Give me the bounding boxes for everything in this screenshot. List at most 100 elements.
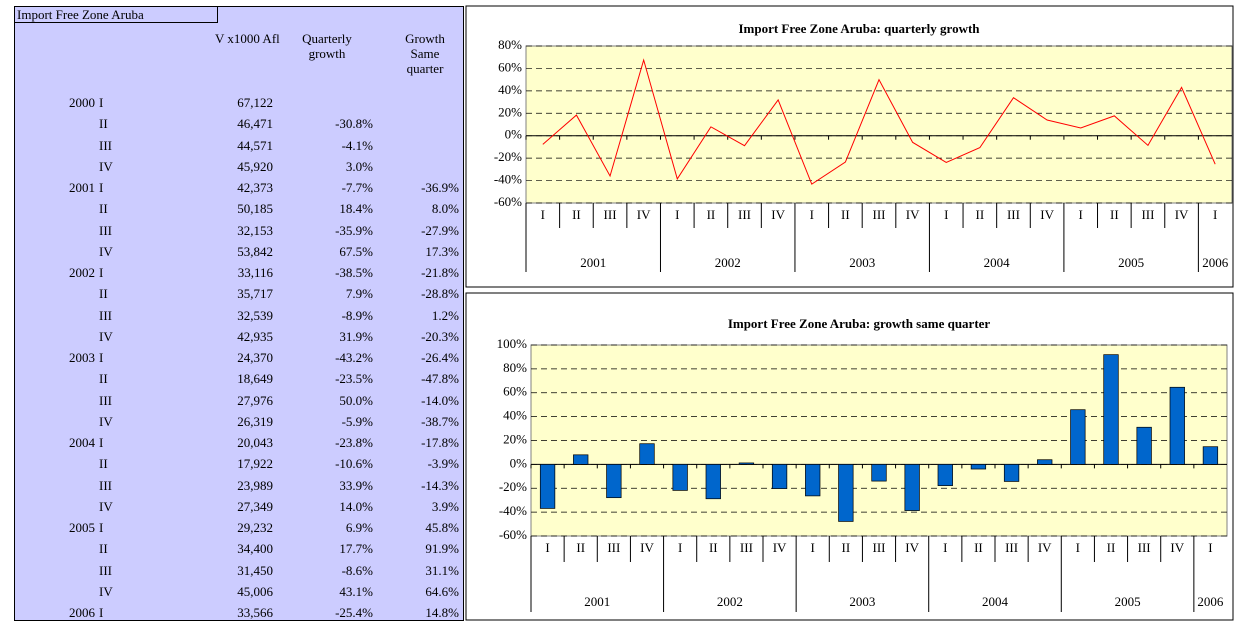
- table-cell: 45,920: [237, 158, 273, 174]
- x-tick-label: IV: [1040, 207, 1054, 222]
- y-tick-label: 60%: [498, 59, 522, 74]
- column-header: V x1000 Afl: [215, 31, 280, 46]
- table-cell: 2002: [69, 265, 95, 280]
- table-cell: -10.6%: [335, 456, 373, 472]
- table-cell: 33.9%: [339, 477, 373, 493]
- table-cell: IV: [99, 498, 113, 514]
- bar: [738, 462, 755, 465]
- y-tick-label: 20%: [503, 431, 527, 446]
- x-tick-label: II: [842, 540, 851, 555]
- x-tick-label: III: [738, 207, 751, 222]
- x-tick-label: I: [943, 540, 947, 555]
- table-cell: 3.9%: [431, 498, 459, 514]
- year-label: 2004: [982, 594, 1009, 609]
- bar: [539, 464, 556, 509]
- table-cell: -14.3%: [421, 477, 459, 493]
- x-tick-label: II: [1110, 207, 1119, 222]
- table-cell: 29,232: [237, 520, 273, 535]
- table-title: Import Free Zone Aruba: [15, 7, 218, 23]
- table-cell: 23,989: [237, 477, 273, 493]
- x-tick-label: III: [607, 540, 620, 555]
- table-cell: -23.8%: [335, 435, 373, 450]
- x-tick-label: IV: [773, 540, 787, 555]
- table-cell: I: [99, 350, 104, 365]
- table-cell: 32,539: [237, 307, 273, 323]
- column-header: Quarterly growth: [302, 31, 352, 61]
- x-tick-label: IV: [771, 207, 785, 222]
- bar: [1169, 386, 1185, 465]
- table-cell: 17.3%: [425, 243, 459, 259]
- bar: [1070, 409, 1086, 465]
- table-cell: 1.2%: [431, 307, 459, 323]
- table-cell: 18.4%: [339, 201, 373, 217]
- data-table: Import Free Zone Aruba V x1000 Afl Quart…: [14, 6, 464, 621]
- table-cell: -5.9%: [341, 413, 373, 429]
- y-tick-label: -60%: [499, 527, 527, 542]
- y-tick-label: 20%: [498, 104, 522, 119]
- y-tick-label: -20%: [494, 149, 522, 164]
- table-cell: 45.8%: [425, 520, 459, 535]
- table-cell: II: [99, 201, 108, 217]
- table-cell: II: [99, 541, 108, 557]
- y-tick-label: 80%: [498, 37, 522, 52]
- table-cell: I: [99, 95, 104, 110]
- table-cell: 24,370: [237, 350, 273, 365]
- bar: [1136, 426, 1152, 465]
- bar: [1037, 459, 1053, 465]
- x-tick-label: III: [1141, 207, 1154, 222]
- x-tick-label: IV: [1170, 540, 1184, 555]
- year-label: 2005: [1115, 594, 1141, 609]
- table-cell: II: [99, 116, 108, 132]
- table-cell: I: [99, 520, 104, 535]
- y-tick-label: 100%: [497, 336, 528, 351]
- table-cell: 27,976: [237, 392, 273, 408]
- table-cell: 67.5%: [339, 243, 373, 259]
- table-cell: 31.1%: [425, 562, 459, 578]
- table-cell: 7.9%: [345, 286, 373, 302]
- table-cell: 31,450: [237, 562, 273, 578]
- table-cell: 20,043: [237, 435, 273, 450]
- bar: [1103, 354, 1119, 465]
- chart-title: Import Free Zone Aruba: growth same quar…: [728, 316, 991, 331]
- table-cell: -20.3%: [421, 328, 459, 344]
- x-tick-label: III: [1007, 207, 1020, 222]
- y-tick-label: -20%: [499, 479, 527, 494]
- table-cell: 35,717: [237, 286, 273, 302]
- x-tick-label: IV: [637, 207, 651, 222]
- table-cell: III: [99, 307, 112, 323]
- table-cell: 18,649: [237, 371, 273, 387]
- table-cell: -35.9%: [335, 222, 373, 238]
- table-cell: -7.7%: [341, 180, 373, 195]
- table-cell: 2000: [69, 95, 95, 110]
- table-cell: -25.4%: [335, 605, 373, 620]
- chart-title: Import Free Zone Aruba: quarterly growth: [738, 21, 980, 36]
- y-tick-label: 40%: [503, 408, 527, 423]
- table-cell: III: [99, 477, 112, 493]
- table-cell: 32,153: [237, 222, 273, 238]
- bar: [606, 464, 622, 499]
- table-cell: -38.5%: [335, 265, 373, 280]
- table-cell: -17.8%: [421, 435, 459, 450]
- x-tick-label: I: [810, 207, 814, 222]
- table-cell: -23.5%: [335, 371, 373, 387]
- bar: [937, 464, 953, 486]
- table-cell: 53,842: [237, 243, 273, 259]
- year-label: 2006: [1202, 255, 1229, 270]
- table-cell: -21.8%: [421, 265, 459, 280]
- year-label: 2006: [1197, 594, 1224, 609]
- table-cell: 27,349: [237, 498, 273, 514]
- year-label: 2005: [1118, 255, 1144, 270]
- x-tick-label: IV: [906, 207, 920, 222]
- plot-area: [525, 45, 1233, 204]
- bar: [639, 443, 655, 465]
- x-tick-label: I: [1213, 207, 1217, 222]
- bar: [573, 454, 589, 465]
- table-cell: 26,319: [237, 413, 273, 429]
- table-cell: III: [99, 222, 112, 238]
- line-series: [542, 58, 1216, 185]
- year-label: 2003: [849, 594, 875, 609]
- table-cell: 14.8%: [425, 605, 459, 620]
- x-tick-label: II: [974, 540, 983, 555]
- x-tick-label: I: [944, 207, 948, 222]
- table-cell: 3.0%: [345, 158, 373, 174]
